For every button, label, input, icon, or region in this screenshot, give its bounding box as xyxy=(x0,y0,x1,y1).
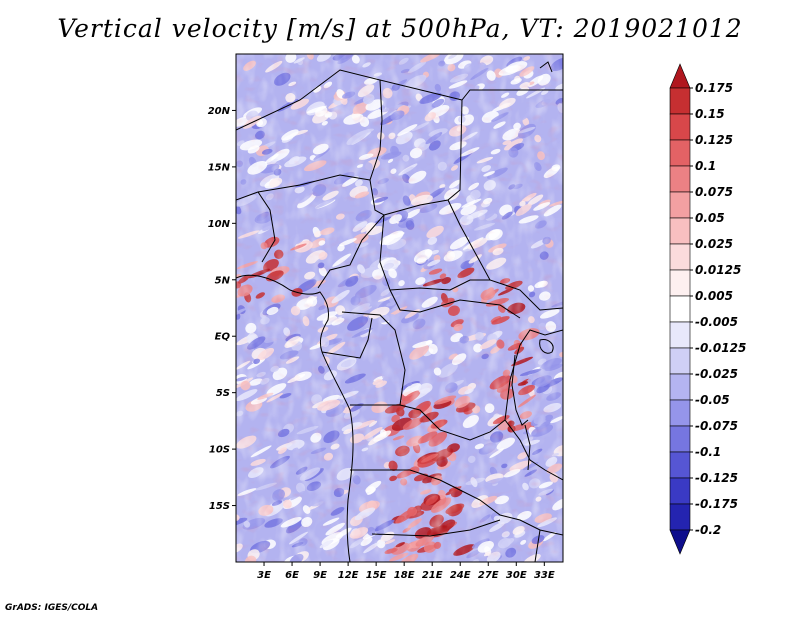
colorbar-label: 0.025 xyxy=(695,237,733,251)
colorbar-label: -0.2 xyxy=(695,523,721,537)
border xyxy=(236,69,385,216)
border xyxy=(236,191,276,263)
colorbar-label: -0.0125 xyxy=(695,341,746,355)
lon-tick-label: 15E xyxy=(366,570,387,581)
colorbar-swatch xyxy=(669,503,691,531)
lat-tick-label: EQ xyxy=(215,332,231,343)
lake-tanganyika xyxy=(511,354,529,426)
border xyxy=(257,174,371,193)
colorbar-label: -0.005 xyxy=(695,315,738,329)
lake-victoria xyxy=(539,339,554,354)
border xyxy=(539,61,553,73)
colorbar-swatch xyxy=(669,399,691,427)
lon-tick-label: 27E xyxy=(478,570,499,581)
colorbar-swatch xyxy=(669,63,691,89)
colorbar-label: 0.15 xyxy=(695,107,725,121)
border xyxy=(341,311,406,406)
lat-tick-label: 10N xyxy=(208,219,231,230)
colorbar-swatch xyxy=(669,87,691,115)
colorbar-swatch xyxy=(669,373,691,401)
lat-tick-label: 20N xyxy=(208,106,231,117)
colorbar-swatch xyxy=(669,529,691,555)
colorbar-label: 0.0125 xyxy=(695,263,741,277)
border xyxy=(321,317,373,359)
colorbar-swatch xyxy=(669,165,691,193)
colorbar-swatch xyxy=(669,139,691,167)
lon-tick-label: 9E xyxy=(313,570,327,581)
colorbar-swatch xyxy=(669,295,691,323)
colorbar-swatch xyxy=(669,269,691,297)
colorbar-swatch xyxy=(669,243,691,271)
border xyxy=(389,289,521,319)
border xyxy=(447,199,563,311)
political-boundaries xyxy=(236,61,563,562)
border xyxy=(534,529,541,562)
lat-tick-label: 5S xyxy=(216,388,230,399)
colorbar-swatch xyxy=(669,217,691,245)
colorbar-label: 0.1 xyxy=(695,159,716,173)
map-frame xyxy=(235,53,564,563)
colorbar-label: -0.025 xyxy=(695,367,738,381)
colorbar-swatch xyxy=(669,321,691,349)
lon-tick-label: 30E xyxy=(506,570,527,581)
border xyxy=(379,79,463,101)
lon-tick-label: 24E xyxy=(450,570,471,581)
lake-malawi xyxy=(524,424,531,471)
colorbar-label: -0.125 xyxy=(695,471,738,485)
colorbar-label: 0.125 xyxy=(695,133,733,147)
colorbar-swatch xyxy=(669,451,691,479)
lon-tick-label: 18E xyxy=(394,570,415,581)
lat-axis: 20N 15N 10N 5N EQ 5S 10S 15S xyxy=(208,106,236,512)
colorbar-label: 0.075 xyxy=(695,185,733,199)
lon-tick-label: 33E xyxy=(534,570,555,581)
border xyxy=(383,89,563,216)
lon-axis: 3E 6E 9E 12E 15E 18E 21E 24E 27E 30E 33E xyxy=(257,562,555,581)
lat-tick-label: 10S xyxy=(209,445,230,456)
border xyxy=(371,519,501,537)
grads-credit: GrADS: IGES/COLA xyxy=(5,603,99,613)
map-panel xyxy=(236,54,563,562)
plot-title: Vertical velocity [m/s] at 500hPa, VT: 2… xyxy=(57,14,743,43)
colorbar-label: 0.005 xyxy=(695,289,733,303)
colorbar-label: -0.075 xyxy=(695,419,738,433)
border xyxy=(350,404,506,441)
colorbar: 0.175 0.15 0.125 0.1 0.075 0.05 0.025 0.0125 0.0… xyxy=(669,63,746,555)
lat-tick-label: 5N xyxy=(215,275,231,286)
colorbar-swatch xyxy=(669,477,691,505)
border xyxy=(504,329,563,421)
border xyxy=(350,469,563,536)
lat-tick-label: 15S xyxy=(209,501,230,512)
colorbar-label: -0.05 xyxy=(695,393,730,407)
colorbar-label: 0.05 xyxy=(695,211,725,225)
colorbar-swatch xyxy=(669,113,691,141)
lon-tick-label: 12E xyxy=(338,570,359,581)
lon-tick-label: 6E xyxy=(285,570,299,581)
colorbar-swatch xyxy=(669,425,691,453)
colorbar-label: -0.1 xyxy=(695,445,721,459)
border xyxy=(317,214,385,289)
colorbar-swatch xyxy=(669,191,691,219)
colorbar-label: -0.175 xyxy=(695,497,738,511)
lat-tick-label: 15N xyxy=(208,162,231,173)
border xyxy=(379,214,490,291)
lon-tick-label: 21E xyxy=(422,570,443,581)
colorbar-swatch xyxy=(669,347,691,375)
colorbar-label: 0.175 xyxy=(695,81,733,95)
border xyxy=(504,419,563,481)
coastline xyxy=(236,274,354,562)
lon-tick-label: 3E xyxy=(257,570,271,581)
